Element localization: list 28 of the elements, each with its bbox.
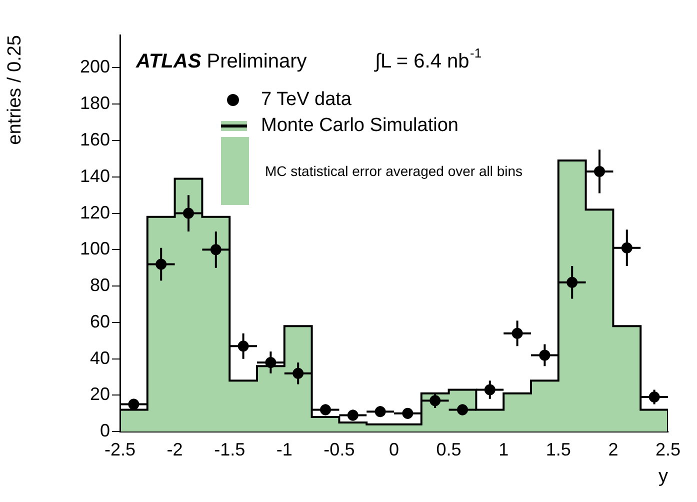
- x-tick-label: -2: [166, 439, 183, 460]
- y-tick-label: 160: [80, 129, 110, 150]
- y-tick-label: 60: [90, 311, 110, 332]
- y-tick-label: 200: [80, 56, 110, 77]
- x-tick-label: 1: [498, 439, 509, 460]
- y-tick-label: 80: [90, 275, 110, 296]
- y-tick-label: 180: [80, 93, 110, 114]
- x-tick-label: 0.5: [436, 439, 462, 460]
- x-tick-label: 0: [388, 439, 400, 460]
- x-tick-label: -2.5: [104, 439, 136, 460]
- y-tick-label: 140: [80, 166, 110, 186]
- x-tick-label: -0.5: [324, 439, 355, 460]
- x-tick-label: -1: [276, 439, 292, 460]
- y-tick-label: 40: [90, 348, 110, 368]
- y-tick-label: 120: [80, 202, 110, 222]
- y-tick-label: 0: [100, 420, 110, 441]
- x-axis-title: y: [658, 466, 668, 487]
- x-tick-label: 1.5: [546, 439, 571, 460]
- legend-label: 7 TeV data: [261, 89, 352, 110]
- x-tick-label: -1.5: [214, 439, 246, 460]
- y-axis-title: entries / 0.25: [4, 35, 26, 145]
- annotation: MC statistical error averaged over all bins: [265, 162, 523, 179]
- x-tick-label: 2: [608, 439, 618, 460]
- y-tick-label: 20: [90, 384, 110, 404]
- legend-label: Monte Carlo Simulation: [261, 115, 458, 136]
- y-tick-label: 100: [80, 238, 110, 259]
- annotation: ATLAS Preliminary: [135, 50, 307, 73]
- x-tick-label: 2.5: [655, 439, 681, 460]
